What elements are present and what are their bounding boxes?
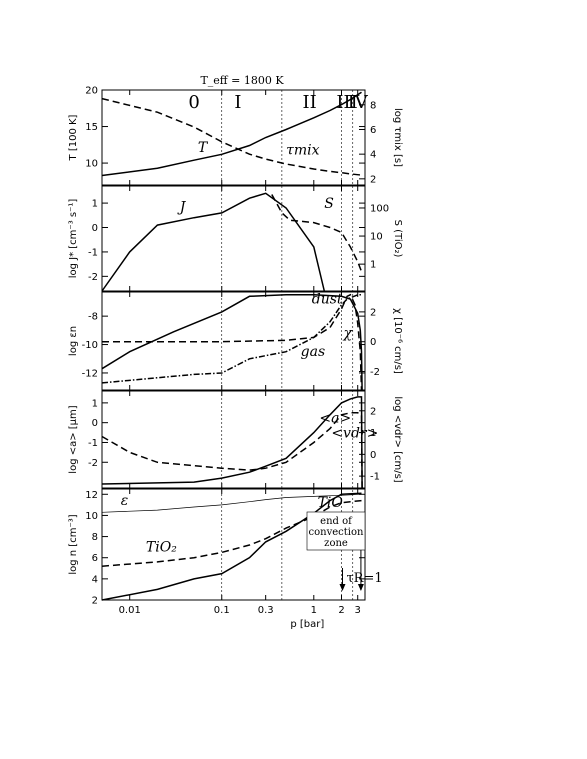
y2-axis-label: log <vdr> [cm/s] [392, 396, 403, 482]
y-tick-label: 10 [85, 511, 98, 522]
region-label: IV [348, 92, 369, 113]
panel-frame [101, 89, 366, 186]
figure-title: T_eff = 1800 K [200, 74, 284, 87]
series-label: ε [121, 493, 129, 509]
y2-tick-label: 8 [370, 100, 376, 111]
series-line [271, 194, 363, 272]
region-label: III [336, 92, 357, 113]
region-label: I [234, 92, 241, 113]
y-axis-label: log n [cm⁻³] [68, 514, 79, 574]
x-tick-label: 2 [338, 605, 344, 616]
panel-frame [101, 185, 366, 292]
series-line [102, 293, 363, 391]
y-tick-label: -2 [88, 458, 98, 469]
series-line [101, 294, 363, 391]
convection-box [306, 511, 366, 551]
region-label: 0 [188, 92, 199, 113]
tau-arrowhead [339, 584, 346, 591]
y2-tick-label: -2 [370, 367, 380, 378]
y-tick-label: 1 [92, 199, 98, 210]
y2-tick-label: 0 [370, 450, 376, 461]
convection-label: end of [320, 516, 353, 527]
y-axis-label: log <a> [μm] [68, 405, 79, 473]
y2-tick-label: 0 [370, 337, 376, 348]
series-label: dust [312, 291, 343, 307]
series-label: τmix [286, 142, 319, 158]
y-axis-label: log εn [68, 326, 79, 356]
x-tick-label: 1 [311, 605, 317, 616]
y-tick-label: 12 [85, 490, 98, 501]
series-label: χ [342, 325, 353, 341]
y-tick-label: 6 [92, 553, 98, 564]
y-tick-label: -10 [82, 340, 98, 351]
y2-tick-label: 100 [370, 203, 389, 214]
y-tick-label: 10 [85, 159, 98, 170]
y-tick-label: 2 [92, 596, 98, 607]
panel-frame [101, 390, 366, 489]
convection-label: zone [324, 538, 348, 549]
convection-label: convection [309, 527, 364, 538]
y-tick-label: 4 [92, 574, 98, 585]
x-axis-label: p [bar] [290, 619, 324, 630]
series-label: <a> [319, 411, 351, 427]
series-label: gas [301, 344, 326, 360]
series-label: T [198, 140, 209, 156]
y-tick-label: 0 [92, 418, 98, 429]
series-line [101, 492, 362, 601]
y-tick-label: 0 [92, 223, 98, 234]
y2-tick-label: 2 [370, 406, 376, 417]
panel-2: -2 -1 0 1 1 10 100 log J* [cm⁻³ s⁻¹] S (TiO₂) J S [68, 185, 403, 292]
y-tick-label: -8 [88, 312, 98, 323]
y2-axis-label: log τmix [s] [392, 108, 403, 167]
y-tick-label: -1 [88, 247, 98, 258]
y2-tick-label: 6 [370, 125, 376, 136]
tau-r-label: τR=1 [346, 571, 382, 586]
series-label: TiO₂ [146, 539, 177, 555]
y-tick-label: -1 [88, 438, 98, 449]
y-tick-label: 20 [85, 86, 98, 97]
convection-arrowhead [357, 584, 364, 591]
series-line [101, 493, 362, 513]
y2-tick-label: 4 [370, 150, 376, 161]
y-tick-label: 1 [92, 398, 98, 409]
region-label: II [302, 92, 316, 113]
x-tick-label: 3 [355, 605, 361, 616]
series-line [101, 294, 363, 384]
y-tick-label: 8 [92, 532, 98, 543]
series-line [101, 192, 326, 292]
series-line [101, 91, 362, 177]
y-axis-label: T [100 K] [68, 114, 79, 161]
x-tick-label: 0.01 [119, 605, 141, 616]
y2-tick-label: 2 [370, 174, 376, 185]
y2-tick-label: 2 [370, 307, 376, 318]
y2-tick-label: 1 [370, 260, 376, 271]
x-tick-label: 0.1 [214, 605, 230, 616]
y-axis-label: log J* [cm⁻³ s⁻¹] [68, 199, 79, 279]
series-label: S [324, 196, 334, 212]
x-tick-label: 0.3 [258, 605, 274, 616]
y-tick-label: 15 [85, 122, 98, 133]
series-line [101, 499, 362, 567]
y-tick-label: -2 [88, 272, 98, 283]
y-tick-label: -12 [82, 368, 98, 379]
series-label: J [177, 200, 187, 216]
y2-axis-label: S (TiO₂) [392, 220, 403, 258]
series-label: <vdr> [331, 426, 378, 442]
series-line [101, 97, 362, 176]
y2-tick-label: -1 [370, 472, 380, 483]
y2-tick-label: 10 [370, 232, 383, 243]
panel-5: 2 4 6 8 10 12 log n [cm⁻³] TiO TiO₂ ε [68, 488, 366, 607]
series-label: TiO [318, 495, 344, 511]
y2-axis-label: χ [10⁻⁶ cm/s] [392, 308, 403, 374]
series-line [101, 412, 363, 489]
y2-tick-label: 1 [370, 428, 376, 439]
